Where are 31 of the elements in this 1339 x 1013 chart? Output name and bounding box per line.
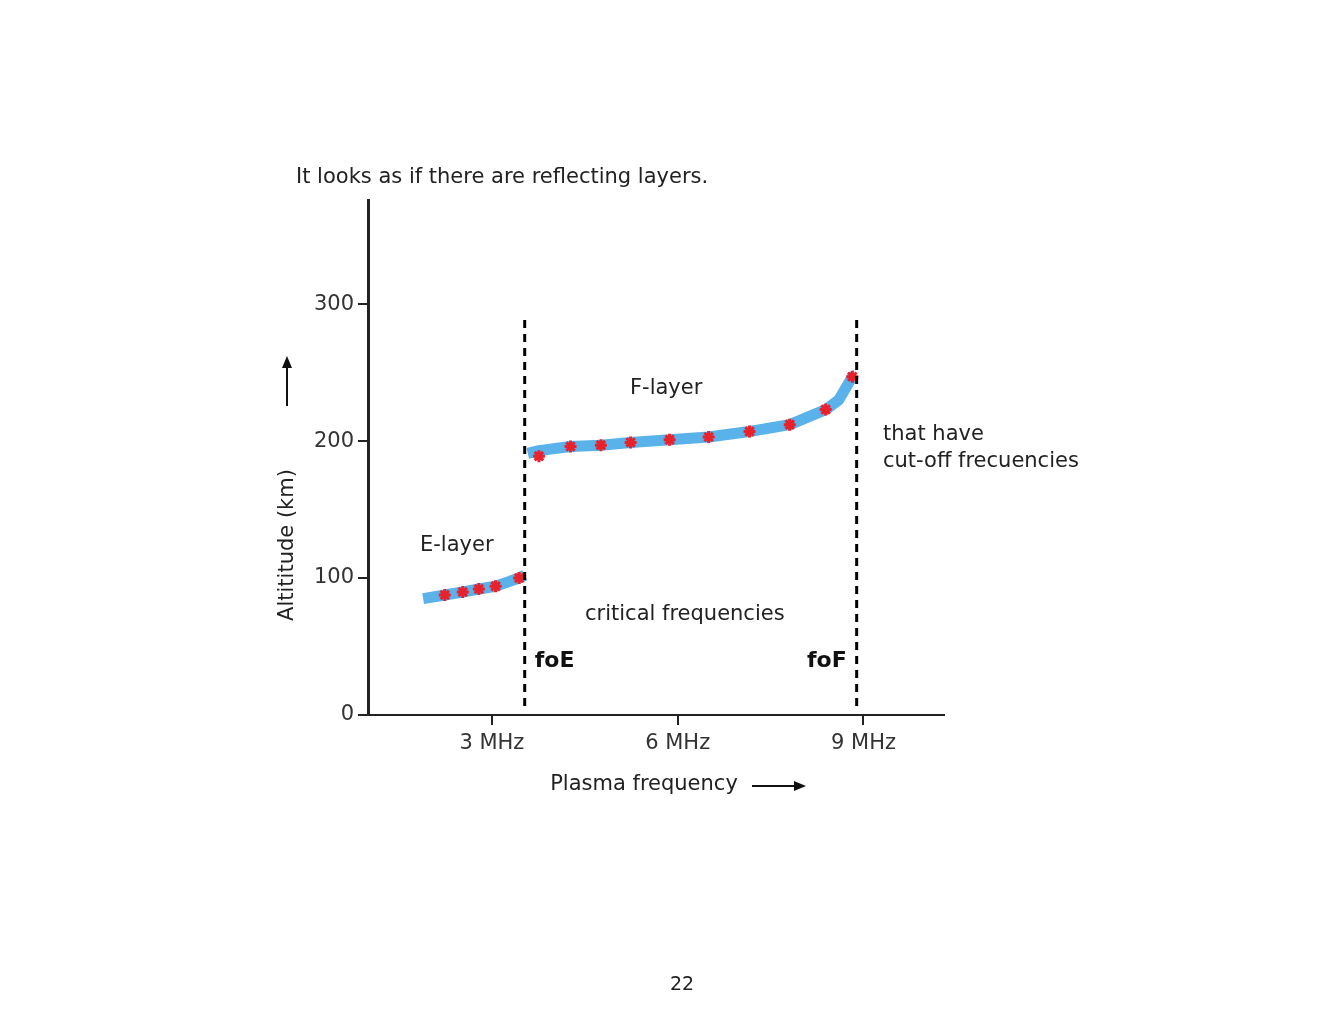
point <box>818 402 834 418</box>
chart-title: It looks as if there are reflecting layers. <box>296 164 709 189</box>
x-tick-label: 9 MHz <box>831 730 896 755</box>
annotation: E-layer <box>420 532 494 557</box>
ref-line-label: foE <box>534 646 575 672</box>
point <box>437 587 453 603</box>
point <box>531 448 547 464</box>
y-tick-label: 0 <box>340 701 354 726</box>
point <box>563 439 579 455</box>
annotation: critical frequencies <box>585 601 785 626</box>
annotation: F-layer <box>630 375 703 400</box>
y-tick-label: 200 <box>313 427 354 452</box>
point <box>455 584 471 600</box>
annotation: that have <box>883 421 984 446</box>
point <box>782 417 798 433</box>
y-tick-label: 300 <box>313 290 354 315</box>
point <box>593 437 609 453</box>
point <box>701 429 717 445</box>
y-axis-title: Altititude (km) <box>274 469 299 621</box>
annotation: cut-off frecuencies <box>883 448 1079 473</box>
point <box>623 434 639 450</box>
text: 22 <box>669 971 695 994</box>
x-tick-label: 6 MHz <box>645 730 711 755</box>
y-tick-label: 100 <box>313 564 354 589</box>
x-tick-label: 3 MHz <box>459 730 525 755</box>
point <box>662 432 678 448</box>
point <box>488 578 504 594</box>
x-axis-title: Plasma frequency <box>550 771 738 796</box>
point <box>471 581 487 597</box>
point <box>742 423 758 439</box>
ref-line-label: foF <box>806 646 847 672</box>
